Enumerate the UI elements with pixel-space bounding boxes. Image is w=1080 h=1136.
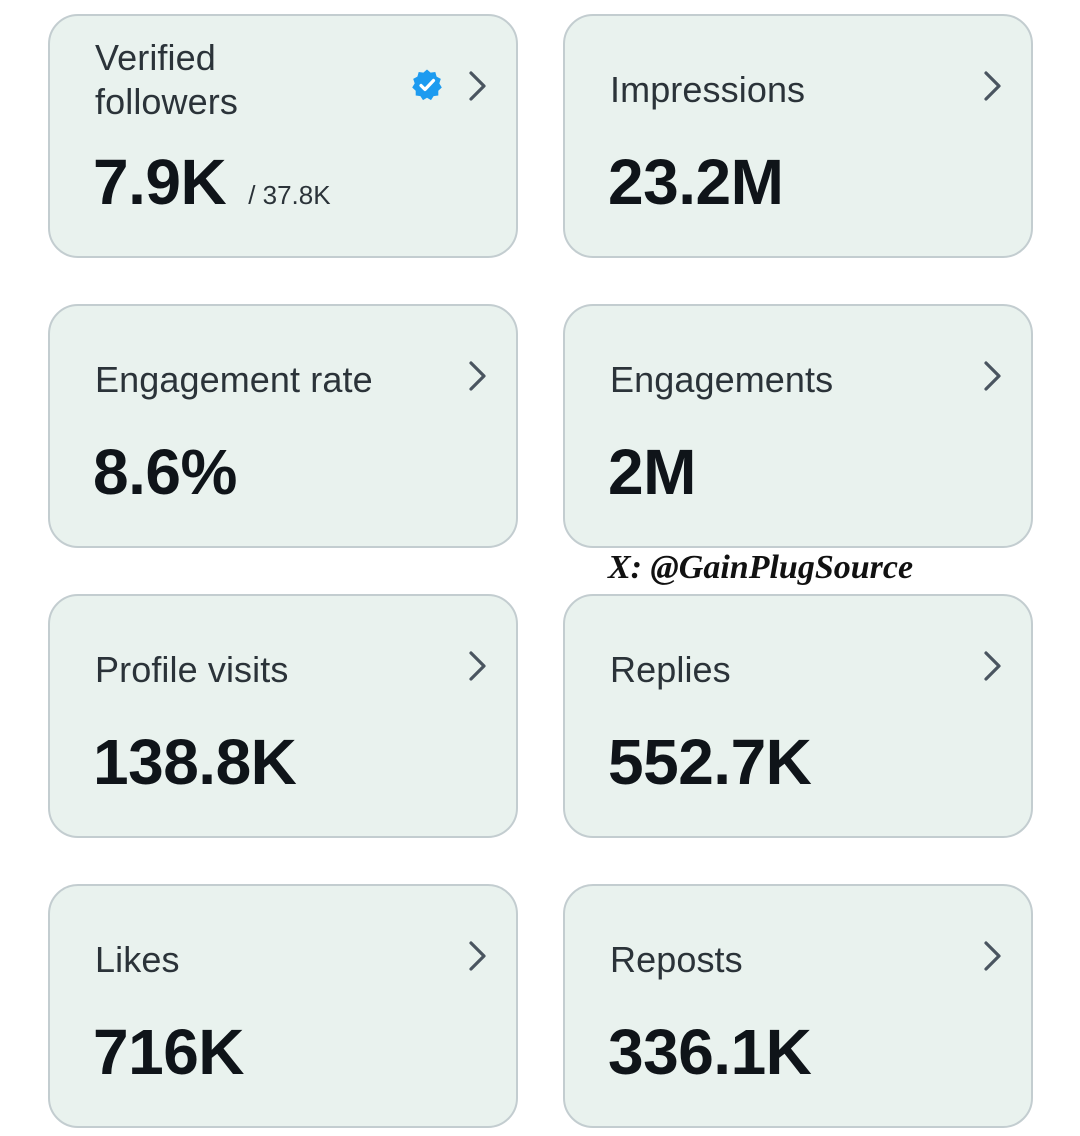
analytics-metrics-grid: Verified followers 7.9K / 37.8K Impressio… bbox=[48, 14, 1033, 1128]
chevron-right-icon[interactable] bbox=[462, 936, 492, 976]
metric-value-main: 7.9K bbox=[93, 146, 227, 218]
chevron-right-icon[interactable] bbox=[977, 646, 1007, 686]
metric-card-impressions[interactable]: Impressions 23.2M bbox=[563, 14, 1033, 258]
metric-label: Profile visits bbox=[95, 649, 289, 690]
chevron-right-icon[interactable] bbox=[977, 936, 1007, 976]
metric-value: 8.6% bbox=[93, 436, 237, 508]
metric-value-total: / 37.8K bbox=[248, 180, 331, 210]
metric-label: Impressions bbox=[610, 69, 806, 110]
metric-label: Likes bbox=[95, 939, 180, 980]
metric-value: 716K bbox=[93, 1016, 245, 1088]
metric-card-reposts[interactable]: Reposts 336.1K bbox=[563, 884, 1033, 1128]
metric-label: Engagements bbox=[610, 359, 834, 400]
metric-value: 2M bbox=[608, 436, 696, 508]
metric-card-engagements[interactable]: Engagements 2M bbox=[563, 304, 1033, 548]
chevron-right-icon[interactable] bbox=[977, 66, 1007, 106]
verified-badge-icon bbox=[410, 68, 444, 102]
metric-value: 138.8K bbox=[93, 726, 297, 798]
chevron-right-icon[interactable] bbox=[462, 356, 492, 396]
watermark-text: X: @GainPlugSource bbox=[604, 548, 918, 588]
chevron-right-icon[interactable] bbox=[462, 66, 492, 106]
metric-value: 23.2M bbox=[608, 146, 784, 218]
metric-label: Reposts bbox=[610, 939, 743, 980]
metric-label: Engagement rate bbox=[95, 359, 373, 400]
metric-card-verified-followers[interactable]: Verified followers 7.9K / 37.8K bbox=[48, 14, 518, 258]
metric-card-replies[interactable]: Replies 552.7K bbox=[563, 594, 1033, 838]
metric-card-likes[interactable]: Likes 716K bbox=[48, 884, 518, 1128]
metric-card-engagement-rate[interactable]: Engagement rate 8.6% bbox=[48, 304, 518, 548]
metric-card-profile-visits[interactable]: Profile visits 138.8K bbox=[48, 594, 518, 838]
chevron-right-icon[interactable] bbox=[977, 356, 1007, 396]
chevron-right-icon[interactable] bbox=[462, 646, 492, 686]
metric-value: 552.7K bbox=[608, 726, 812, 798]
metric-label: Replies bbox=[610, 649, 731, 690]
metric-value: 7.9K / 37.8K bbox=[93, 146, 331, 231]
metric-value: 336.1K bbox=[608, 1016, 812, 1088]
metric-label: Verified followers bbox=[95, 37, 238, 122]
